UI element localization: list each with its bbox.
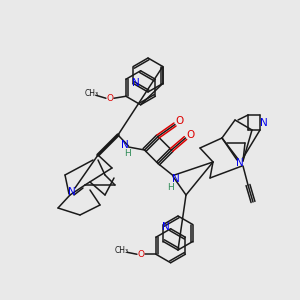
Text: O: O [186, 130, 195, 140]
Text: N: N [121, 140, 128, 150]
Text: CH₃: CH₃ [115, 246, 129, 255]
Text: O: O [106, 94, 113, 103]
Text: N: N [260, 118, 268, 128]
Text: N: N [132, 77, 140, 88]
Text: O: O [175, 116, 183, 125]
Text: N: N [68, 187, 76, 197]
Text: N: N [162, 221, 170, 232]
Text: H: H [167, 183, 173, 192]
Text: O: O [137, 250, 144, 259]
Text: CH₃: CH₃ [85, 89, 99, 98]
Text: H: H [124, 148, 131, 158]
Text: N: N [172, 175, 180, 184]
Text: N: N [236, 158, 244, 168]
